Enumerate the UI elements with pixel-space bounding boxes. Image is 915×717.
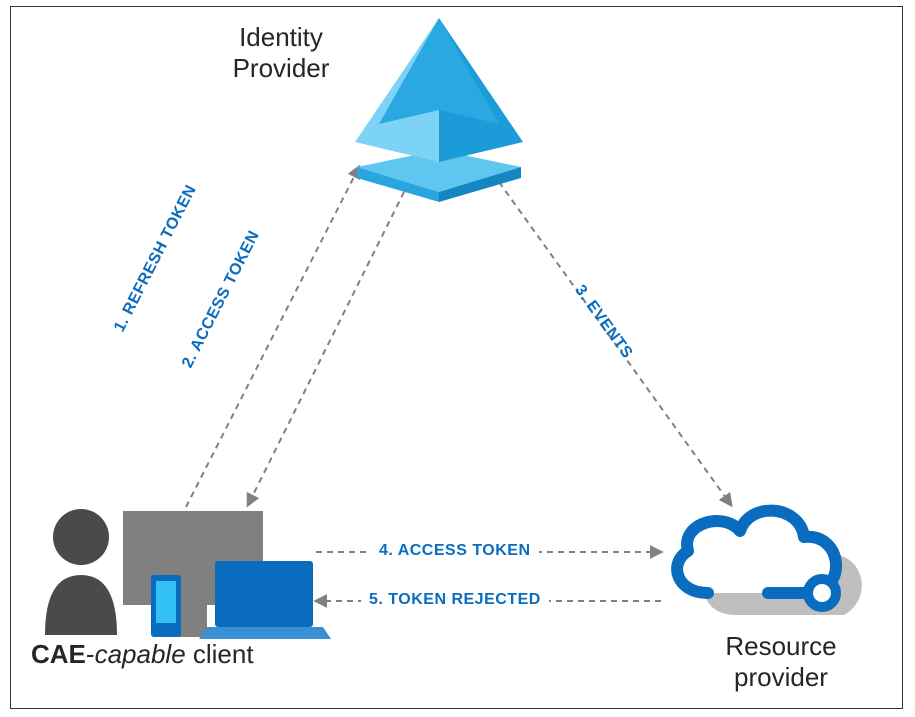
- cloud-icon: [666, 497, 876, 637]
- resource-provider-label: Resource provider: [681, 631, 881, 693]
- edge-access-token-down: [248, 182, 409, 505]
- client-icon: [41, 495, 331, 645]
- idp-label-line2: Provider: [233, 53, 330, 83]
- label-token-rejected: 5. TOKEN REJECTED: [361, 591, 549, 609]
- identity-provider-label: Identity Provider: [221, 22, 341, 84]
- diagram-frame: Identity Provider CAE-capable client: [10, 6, 903, 709]
- idp-label-line1: Identity: [239, 22, 323, 52]
- rp-label-line1: Resource: [725, 631, 836, 661]
- rp-label-line2: provider: [734, 662, 828, 692]
- pyramid-icon: [339, 12, 539, 202]
- label-access-token-right: 4. ACCESS TOKEN: [371, 542, 539, 560]
- client-label: CAE-capable client: [31, 639, 291, 670]
